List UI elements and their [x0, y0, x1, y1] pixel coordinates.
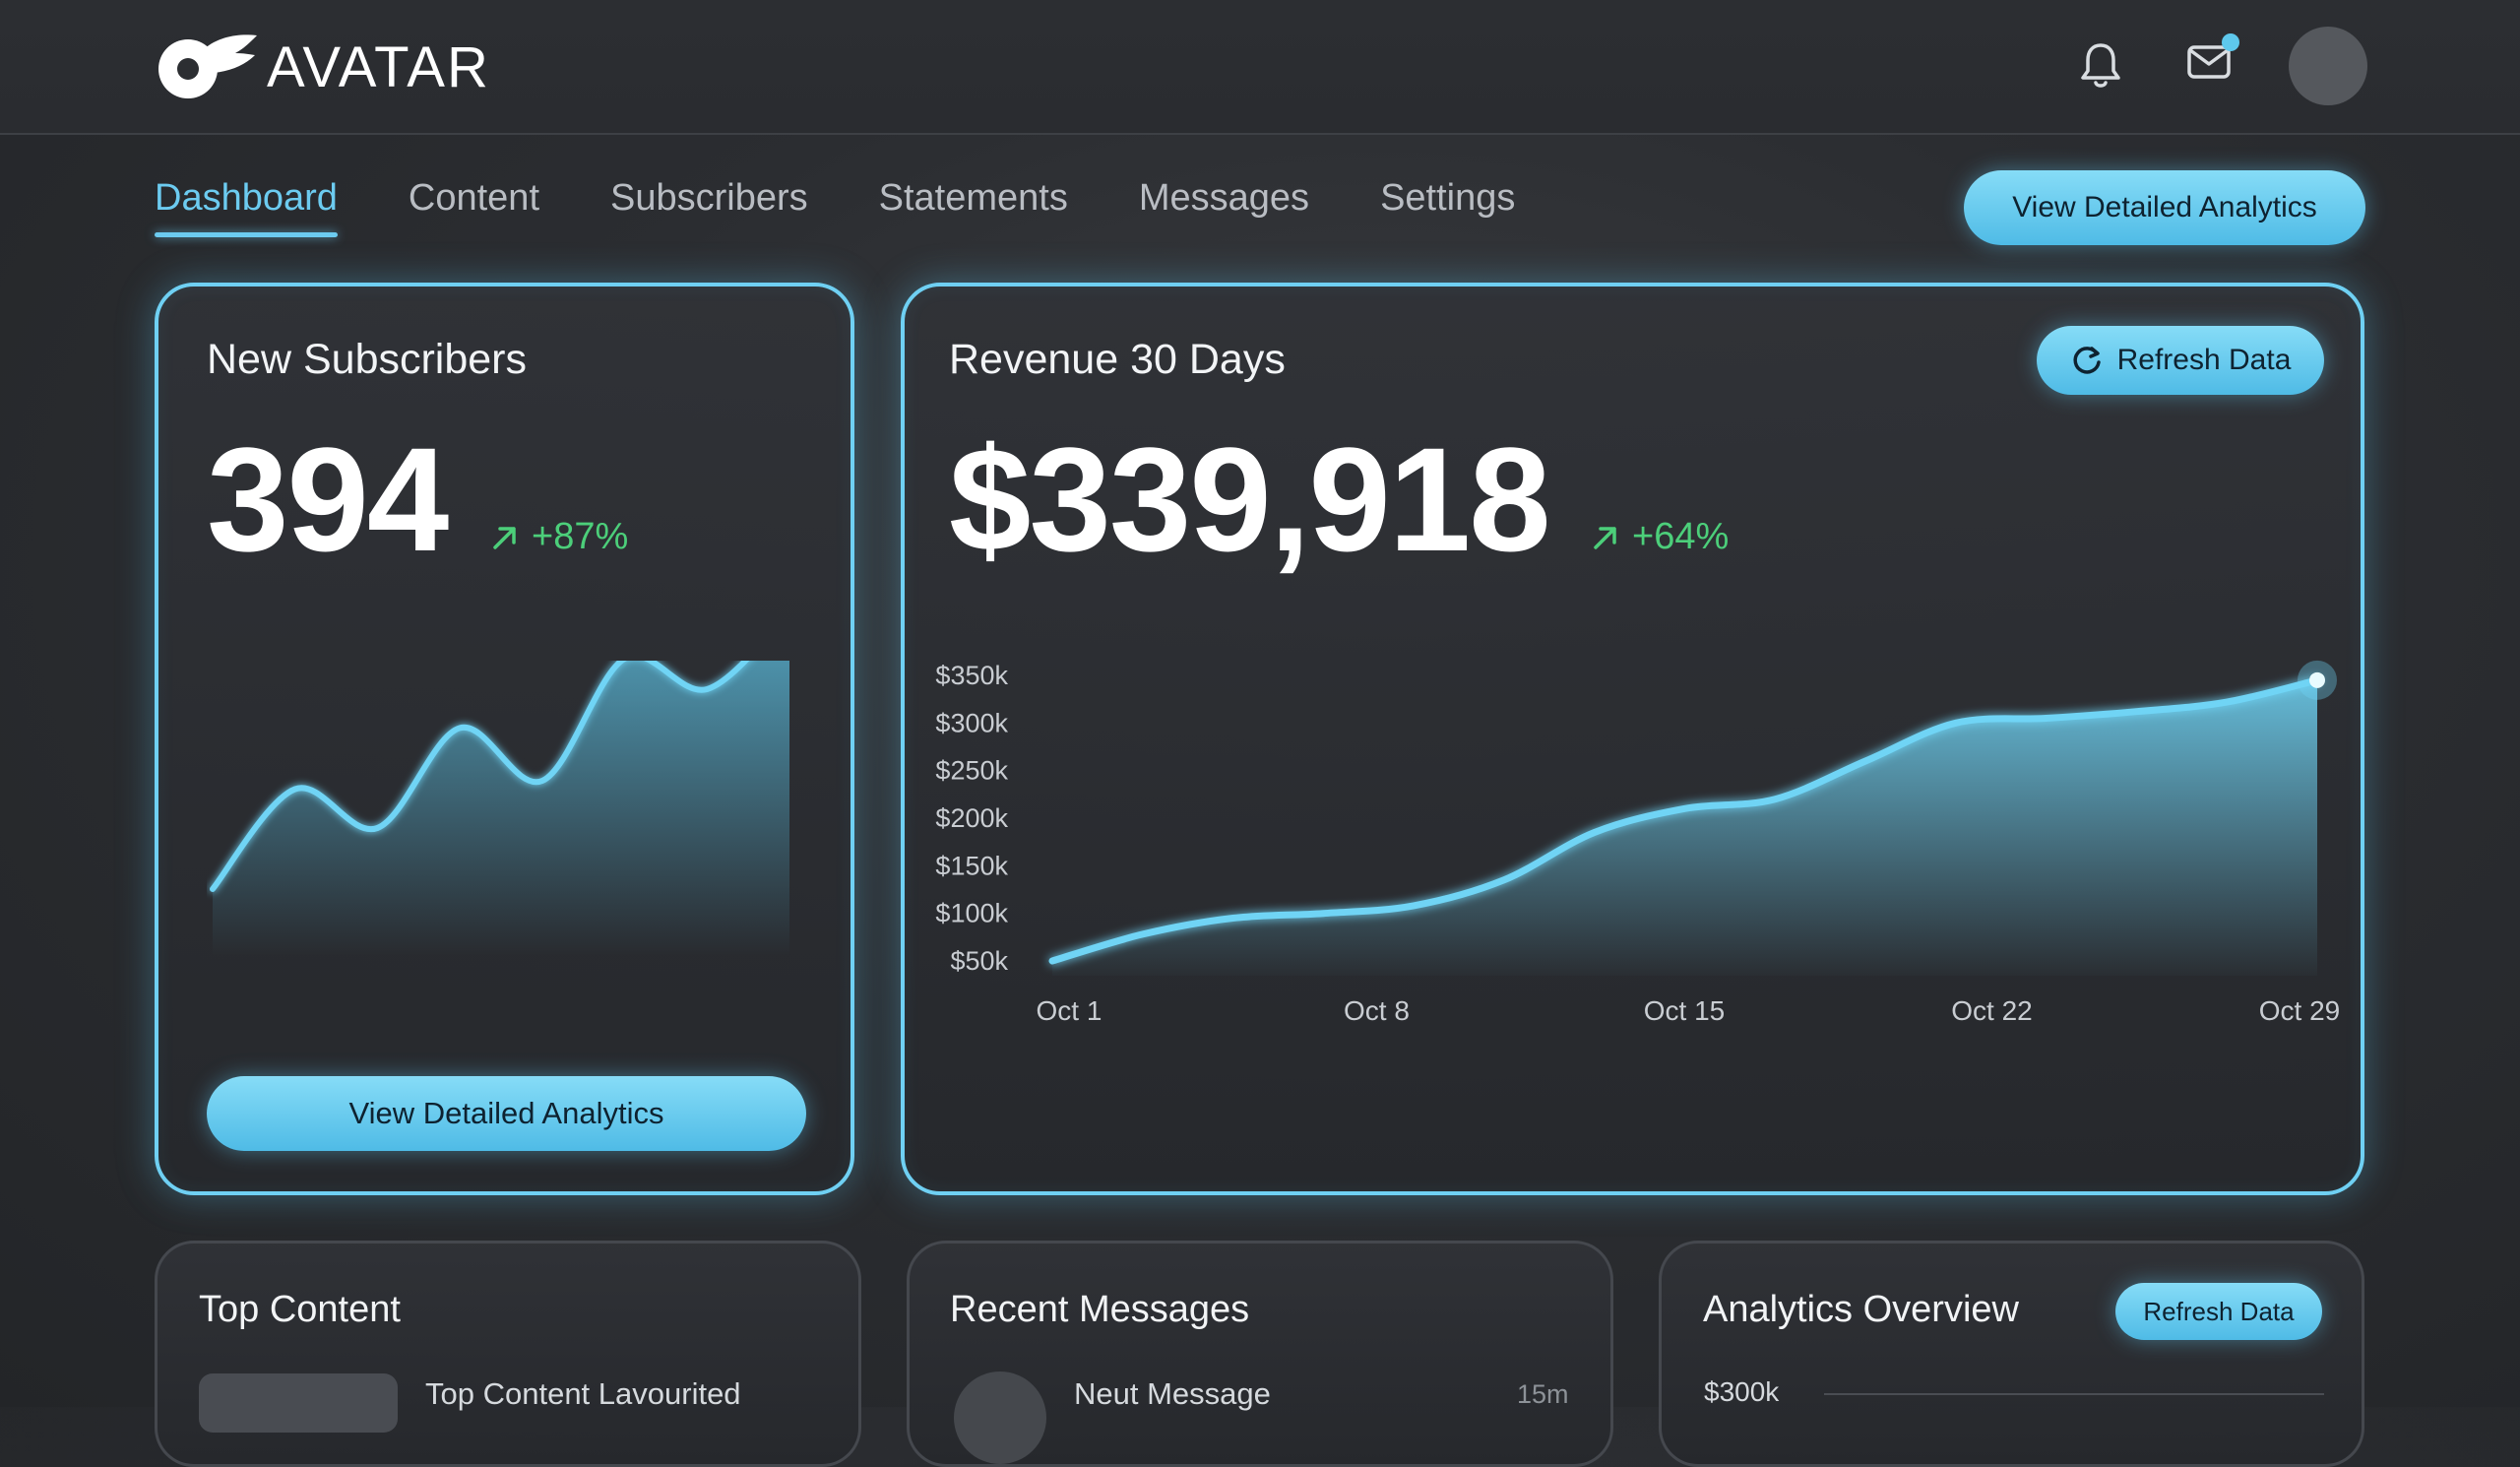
card-title: Top Content — [199, 1289, 401, 1330]
logo-icon — [158, 34, 257, 98]
top-bar: AVATAR — [0, 0, 2520, 135]
gridline — [1824, 1393, 2324, 1395]
recent-messages-card: Recent Messages Neut Message 15m — [907, 1241, 1613, 1467]
subscriber-count: 394 — [207, 416, 449, 582]
analytics-overview-card: Analytics Overview Refresh Data $300k — [1659, 1241, 2364, 1467]
tab-dashboard[interactable]: Dashboard — [155, 177, 338, 237]
bell-icon[interactable] — [2077, 39, 2124, 91]
notification-dot — [2222, 33, 2239, 51]
x-tick-label: Oct 1 — [1037, 995, 1102, 1026]
x-tick-label: Oct 22 — [1951, 995, 2032, 1026]
view-detailed-analytics-button[interactable]: View Detailed Analytics — [1964, 170, 2365, 245]
trend-up-icon — [1594, 526, 1616, 549]
top-content-card: Top Content Top Content Lavourited — [155, 1241, 861, 1467]
subscriber-delta: +87% — [490, 516, 628, 558]
user-avatar[interactable] — [2289, 27, 2367, 105]
refresh-label: Refresh Data — [2116, 344, 2292, 376]
revenue-card: Revenue 30 Days Refresh Data $339,918 +6… — [901, 283, 2364, 1195]
sparkline-line — [210, 661, 750, 892]
tab-settings[interactable]: Settings — [1380, 177, 1516, 219]
main-nav: Dashboard Content Subscribers Statements… — [155, 177, 1586, 237]
tab-messages[interactable]: Messages — [1138, 177, 1310, 219]
revenue-delta-value: +64% — [1632, 516, 1730, 557]
subscribers-sparkline — [210, 661, 789, 956]
trend-up-icon — [493, 526, 516, 549]
sparkline-area — [213, 661, 789, 956]
message-avatar — [954, 1371, 1046, 1464]
x-tick-label: Oct 8 — [1344, 995, 1410, 1026]
new-subscribers-card: New Subscribers 394 +87% View Detailed A… — [155, 283, 854, 1195]
revenue-total: $339,918 — [949, 416, 1551, 582]
card-title: Analytics Overview — [1703, 1289, 2019, 1330]
y-tick-label: $100k — [935, 899, 1008, 928]
tab-statements[interactable]: Statements — [878, 177, 1068, 219]
tab-content[interactable]: Content — [408, 177, 539, 219]
top-content-item-title[interactable]: Top Content Lavourited — [425, 1376, 741, 1411]
logo-text: AVATAR — [267, 34, 490, 99]
refresh-data-button[interactable]: Refresh Data — [2115, 1283, 2322, 1340]
x-tick-label: Oct 29 — [2259, 995, 2340, 1026]
card-title: New Subscribers — [207, 336, 527, 383]
message-preview[interactable]: Neut Message — [1074, 1376, 1271, 1411]
mail-icon[interactable] — [2183, 32, 2240, 87]
y-tick-label: $350k — [935, 661, 1008, 690]
content-thumbnail[interactable] — [199, 1373, 398, 1433]
y-tick-label: $300k — [935, 708, 1008, 737]
refresh-data-button[interactable]: Refresh Data — [2037, 326, 2324, 395]
revenue-area — [1052, 679, 2317, 976]
revenue-line — [1048, 676, 2321, 965]
card-title: Recent Messages — [950, 1289, 1250, 1330]
message-time: 15m — [1517, 1379, 1569, 1409]
card-title: Revenue 30 Days — [949, 336, 1286, 383]
subscriber-delta-value: +87% — [532, 516, 629, 557]
y-tick-label: $250k — [935, 756, 1008, 786]
y-tick-label: $50k — [950, 946, 1008, 976]
y-tick-label: $150k — [935, 851, 1008, 880]
y-tick-label: $200k — [935, 803, 1008, 833]
subscribers-analytics-button[interactable]: View Detailed Analytics — [207, 1076, 806, 1151]
tab-subscribers[interactable]: Subscribers — [610, 177, 808, 219]
x-tick-label: Oct 15 — [1644, 995, 1725, 1026]
revenue-chart: $350k $300k $250k $200k $150k $100k $50k Oct 1… — [935, 660, 2340, 1026]
revenue-delta: +64% — [1591, 516, 1729, 558]
revenue-endpoint-marker — [2309, 671, 2325, 688]
app-logo[interactable]: AVATAR — [153, 28, 490, 106]
y-axis-label: $300k — [1704, 1376, 1780, 1407]
refresh-icon — [2073, 347, 2101, 374]
